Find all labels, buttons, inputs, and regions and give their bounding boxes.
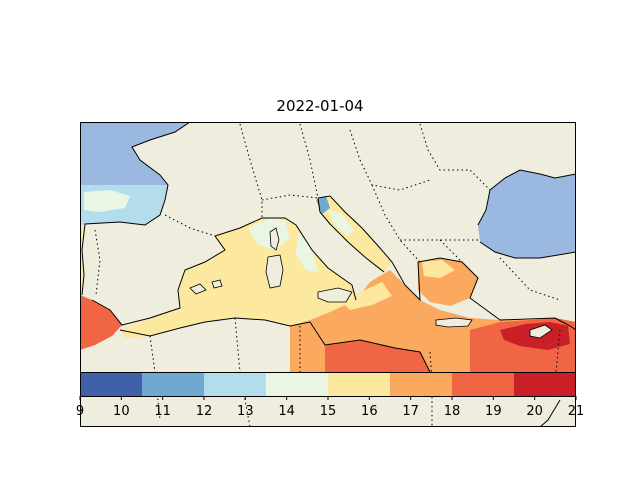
colorbar-bin: [328, 372, 390, 396]
tyrrhenian-cool-patch: [296, 232, 318, 272]
coastlines: [81, 122, 576, 427]
map-frame: [80, 122, 576, 427]
corsica-island: [269, 227, 280, 251]
map-title: 2022-01-04: [276, 97, 364, 115]
colorbar-tick-label: 15: [319, 404, 337, 419]
crete-island: [435, 317, 473, 328]
black-sea: [478, 170, 576, 258]
colorbar: [80, 372, 576, 396]
colorbar-tick-label: 11: [154, 404, 171, 419]
ionian-light-patch: [340, 282, 392, 310]
colorbar-tick-label: 10: [113, 404, 130, 419]
biscay-warm-patch: [84, 190, 130, 212]
atlantic-sea: [80, 122, 190, 185]
colorbar-tick-label: 12: [195, 404, 213, 419]
colorbar-bin: [266, 372, 328, 396]
colorbar-bin: [514, 372, 576, 396]
colorbar-tick-label: 21: [567, 404, 585, 419]
adriatic-north-cool: [316, 196, 330, 214]
colorbar-bin: [80, 372, 142, 396]
balearic-islands: [189, 279, 223, 295]
adriatic-mid-cool: [328, 210, 354, 236]
colorbar-tick-label: 20: [526, 404, 543, 419]
cyprus-island: [529, 324, 553, 339]
colorbar-tick-label: 16: [361, 404, 378, 419]
sardinia-island: [265, 254, 284, 289]
colorbar-tick-label: 19: [485, 404, 502, 419]
colorbar-bin: [204, 372, 266, 396]
colorbar-tick-label: 18: [443, 404, 461, 419]
iberia-west-sea: [80, 226, 86, 295]
colorbar-tick-label: 17: [402, 404, 419, 419]
ligurian-cool-patch: [248, 218, 290, 250]
colorbar-tick-label: 14: [278, 404, 295, 419]
colorbar-tick-label: 9: [75, 404, 85, 419]
libya-coast-warm: [325, 340, 430, 372]
aegean-north-light: [422, 260, 455, 278]
colorbar-bin: [142, 372, 204, 396]
colorbar-bin: [390, 372, 452, 396]
colorbar-tick-label: 13: [237, 404, 254, 419]
sicily-island: [317, 287, 353, 303]
colorbar-bin: [452, 372, 514, 396]
alboran-sea: [80, 295, 122, 350]
